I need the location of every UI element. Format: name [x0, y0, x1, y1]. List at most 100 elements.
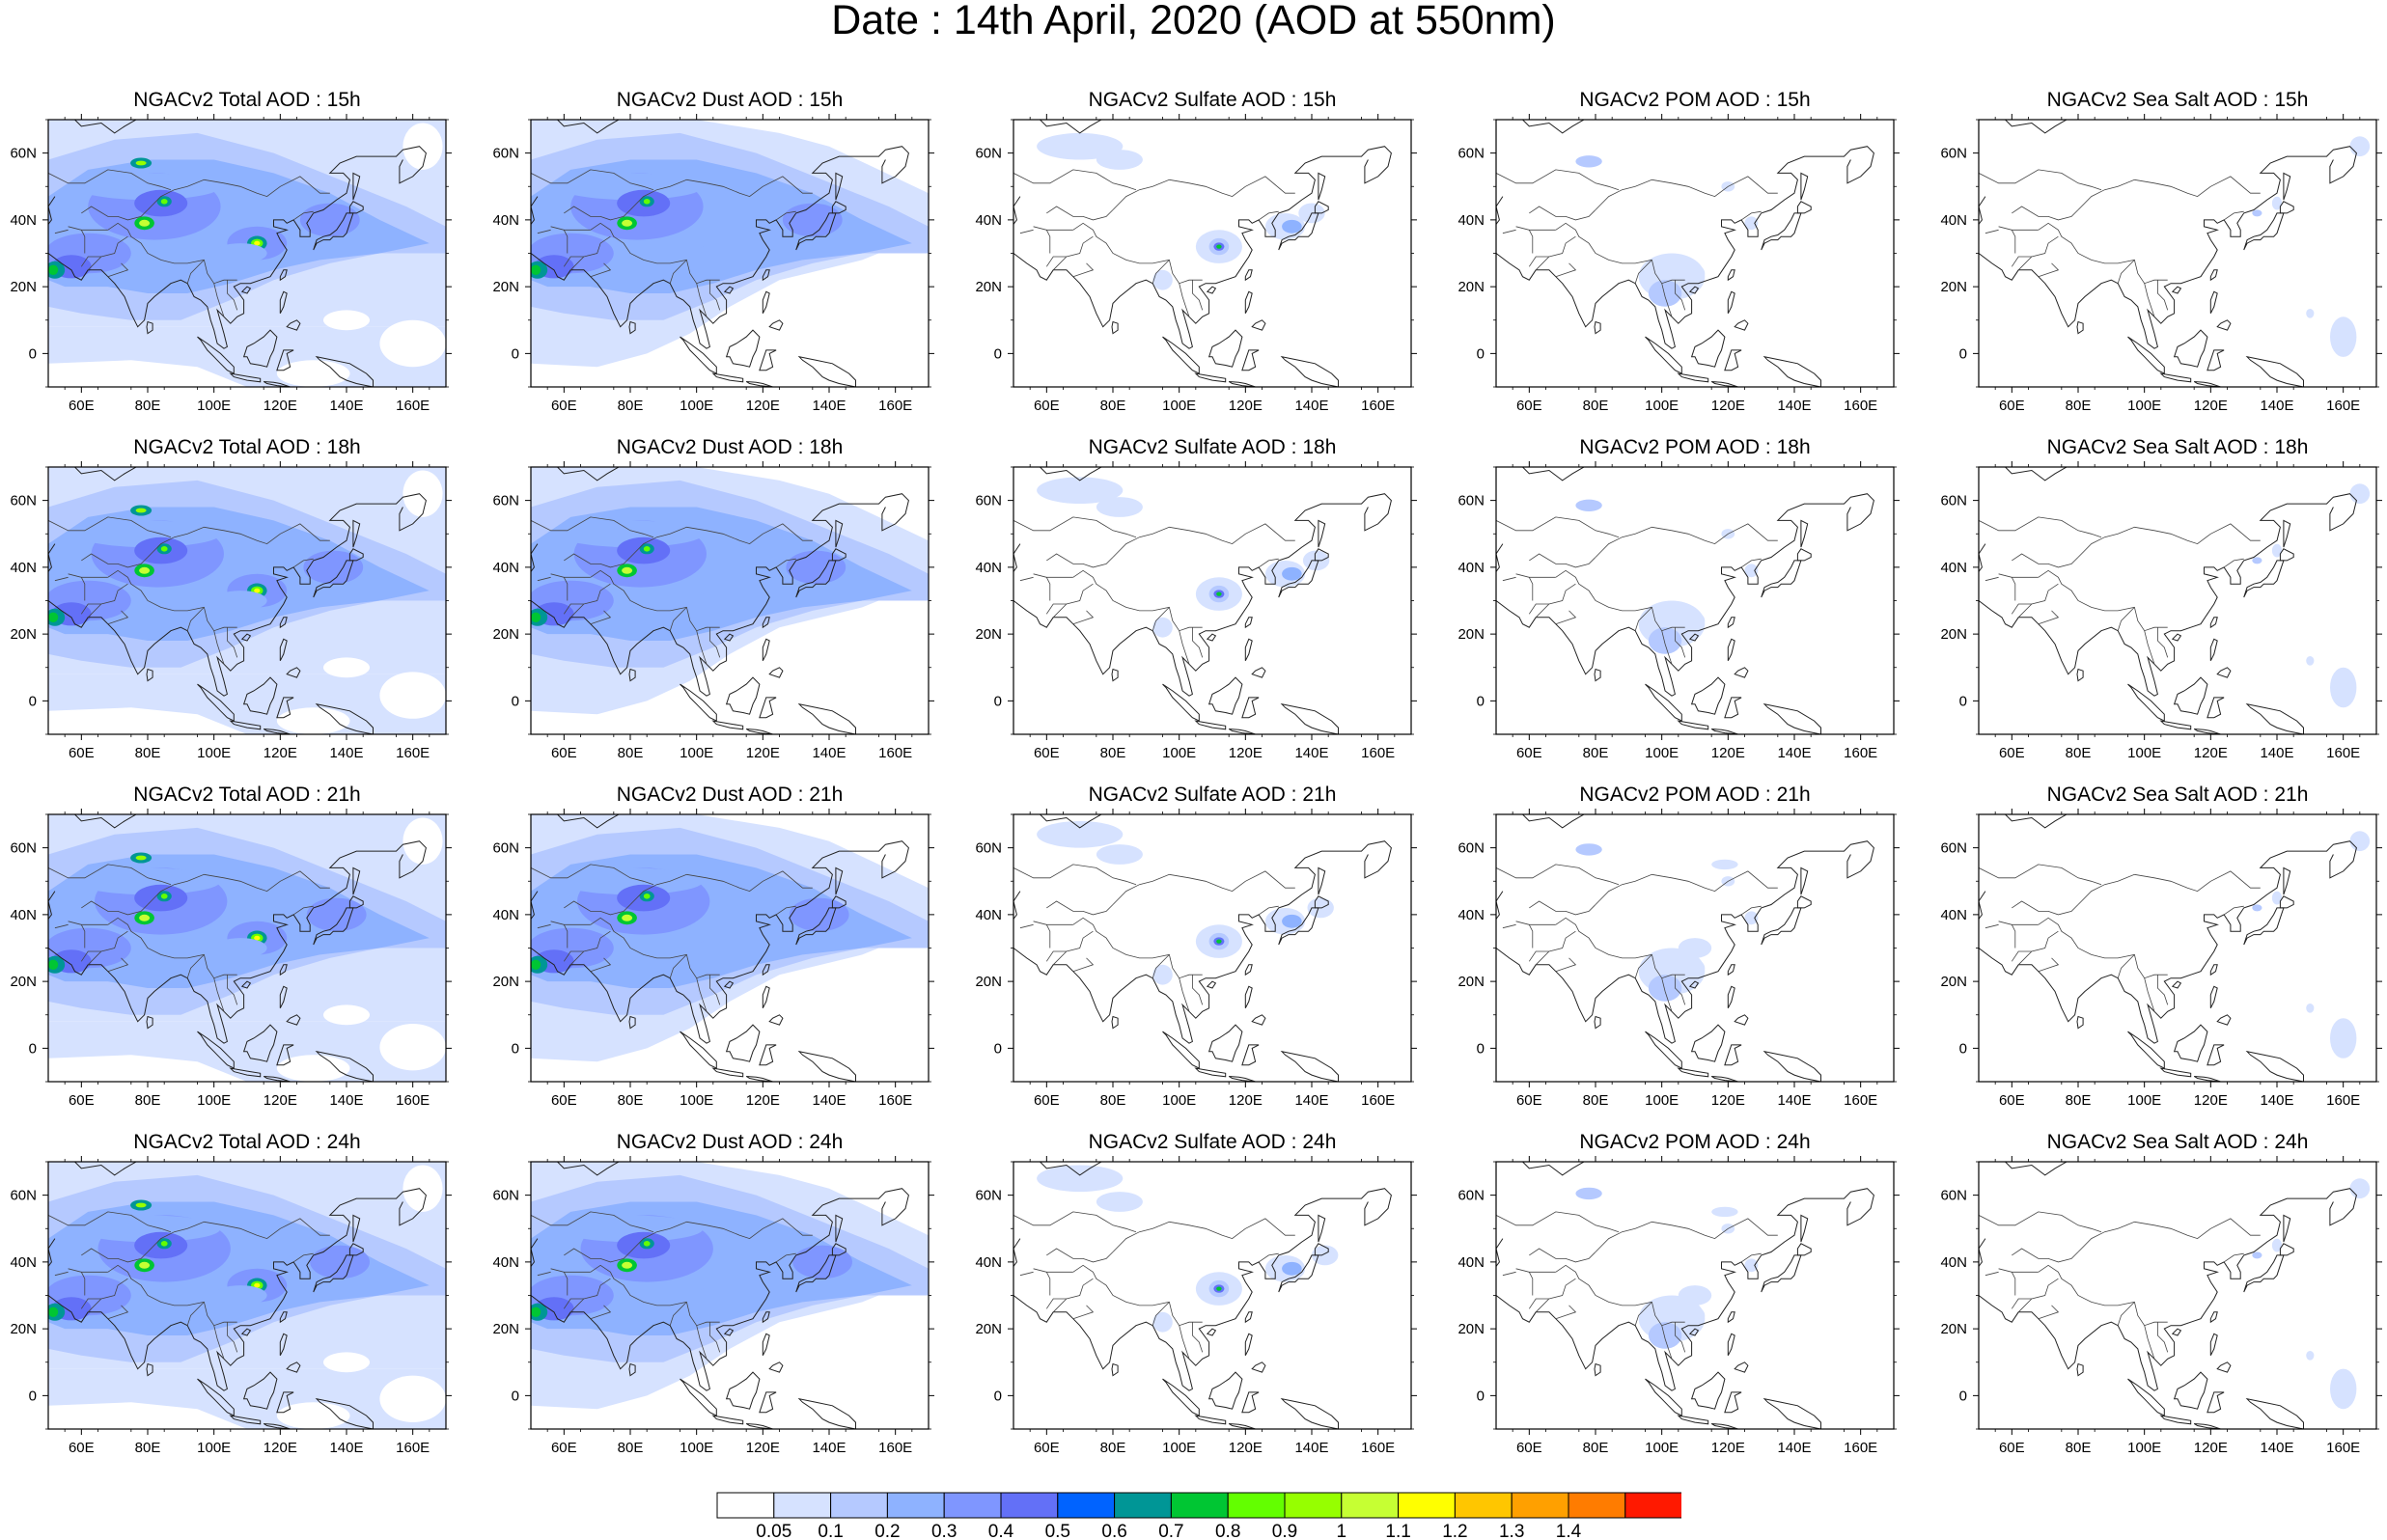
country-border	[1013, 169, 1137, 191]
panel-title: NGACv2 POM AOD : 24h	[1579, 1131, 1811, 1153]
country-border	[1112, 523, 1295, 558]
aod-field-region	[213, 243, 267, 263]
lat-tick-label: 60N	[1940, 146, 1967, 162]
lat-tick-label: 40N	[492, 212, 519, 229]
island-outline	[2193, 1076, 2221, 1082]
island-outline	[1206, 1328, 1217, 1336]
colorbar-swatch	[1398, 1492, 1456, 1519]
coastline	[531, 120, 909, 349]
aod-field-region	[1684, 264, 1706, 282]
country-border	[80, 1298, 101, 1309]
country-border	[2038, 262, 2060, 278]
aod-field-region	[1216, 1286, 1222, 1291]
country-border	[537, 1271, 551, 1277]
island-outline	[1314, 895, 1329, 909]
country-border	[2144, 283, 2155, 317]
country-border	[2038, 917, 2168, 979]
island-outline	[2209, 1333, 2218, 1357]
island-outline	[711, 1067, 744, 1078]
island-outline	[725, 1024, 761, 1062]
aod-field-region	[254, 1282, 261, 1288]
lat-tick-label: 20N	[1457, 974, 1485, 990]
island-outline	[1710, 381, 1738, 387]
colorbar-label: 1.3	[1499, 1522, 1524, 1538]
coastline	[1013, 814, 1392, 1044]
lon-tick-label: 120E	[746, 398, 780, 414]
country-border	[550, 1268, 591, 1273]
lon-tick-label: 80E	[618, 398, 644, 414]
country-border	[107, 569, 237, 632]
lon-tick-label: 120E	[2194, 398, 2228, 414]
island-outline	[745, 1076, 773, 1082]
island-outline	[2245, 702, 2304, 734]
country-border	[1555, 957, 1577, 973]
island-outline	[2243, 212, 2285, 251]
lon-tick-label: 120E	[264, 745, 297, 761]
island-outline	[2209, 269, 2218, 282]
lat-tick-label: 40N	[1457, 212, 1485, 229]
aod-field-region	[1648, 627, 1682, 654]
country-border	[564, 553, 631, 568]
island-outline	[759, 1044, 777, 1066]
island-outline	[2279, 895, 2294, 909]
country-border	[1496, 169, 1620, 191]
island-outline	[2216, 1014, 2232, 1026]
country-border	[2077, 1218, 2261, 1252]
country-border	[2038, 1264, 2168, 1327]
island-outline	[1724, 349, 1742, 371]
clear-sky-region	[276, 1055, 350, 1082]
aod-field-region	[1152, 269, 1173, 290]
island-outline	[768, 667, 784, 678]
country-border	[1033, 573, 1073, 578]
island-outline	[723, 1328, 735, 1336]
coastline	[48, 120, 427, 349]
country-border	[1740, 905, 1762, 916]
colorbar-label: 0.7	[1158, 1522, 1183, 1538]
island-outline	[2216, 667, 2232, 678]
aod-field-region	[303, 550, 364, 585]
aod-map: 60N 40N 20N 0 60E 80E 100E 120E 140E 160E	[10, 809, 452, 1109]
country-border	[2012, 206, 2079, 221]
aod-map: 60N 40N 20N 0 60E 80E 100E 120E 140E 160E	[1940, 461, 2382, 761]
country-border	[1072, 569, 1203, 632]
clear-sky-region	[402, 470, 443, 517]
lat-tick-label: 40N	[1940, 212, 1967, 229]
country-border	[1675, 1322, 1686, 1353]
island-outline	[1800, 1214, 1809, 1243]
island-outline	[835, 172, 844, 201]
island-outline	[1314, 201, 1329, 214]
country-border	[1555, 262, 1577, 278]
lat-tick-label: 20N	[492, 626, 519, 643]
country-border	[1258, 1252, 1279, 1263]
island-outline	[197, 1378, 235, 1416]
island-outline	[1734, 319, 1749, 331]
country-border	[1985, 1271, 1999, 1277]
lon-tick-label: 120E	[2194, 1440, 2228, 1456]
lon-tick-label: 80E	[2066, 398, 2092, 414]
country-border	[2223, 210, 2244, 221]
island-outline	[276, 697, 294, 719]
lat-tick-label: 0	[512, 693, 519, 709]
island-outline	[242, 676, 278, 715]
island-outline	[831, 201, 847, 214]
clear-sky-region	[323, 1352, 370, 1373]
island-outline	[1677, 1415, 1709, 1425]
aod-field-region	[48, 959, 59, 970]
lat-tick-label: 0	[29, 345, 37, 362]
lon-tick-label: 80E	[1583, 1092, 1609, 1109]
lon-tick-label: 140E	[1294, 398, 1328, 414]
island-outline	[2245, 1397, 2304, 1429]
country-border	[590, 222, 720, 285]
lat-tick-label: 20N	[975, 1321, 1002, 1337]
country-border	[1595, 1218, 1778, 1252]
colorbar-swatch	[1624, 1492, 1681, 1519]
lon-tick-label: 120E	[746, 1440, 780, 1456]
lon-tick-label: 80E	[2066, 1440, 2092, 1456]
country-border	[2157, 1322, 2169, 1353]
country-border	[1555, 917, 1685, 979]
country-border	[1046, 206, 1114, 221]
panel-title: NGACv2 Sea Salt AOD : 18h	[2046, 436, 2309, 458]
lon-tick-label: 160E	[396, 745, 430, 761]
island-outline	[1162, 336, 1200, 374]
coastline	[1979, 467, 2357, 697]
